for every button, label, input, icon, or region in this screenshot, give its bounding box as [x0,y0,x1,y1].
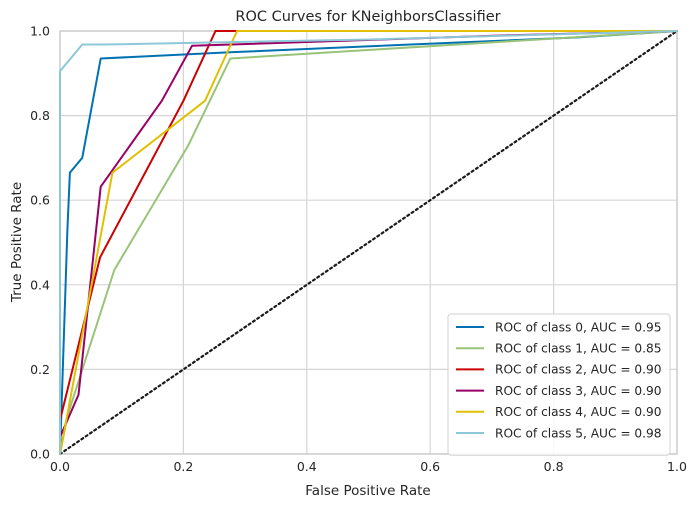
y-tick-label: 0.6 [30,193,50,208]
chart-title: ROC Curves for KNeighborsClassifier [235,9,500,25]
x-tick-label: 0.8 [544,459,564,474]
x-tick-label: 1.0 [667,459,687,474]
y-tick-label: 0.8 [30,108,50,123]
series-line-class-4 [59,30,678,455]
legend-entry-label: ROC of class 3, AUC = 0.90 [495,384,662,398]
chance-diagonal-line [58,29,679,456]
legend-box [447,313,671,456]
y-tick-label: 1.0 [30,24,50,39]
y-axis-label: True Positive Rate [9,182,25,303]
y-tick-label: 0.4 [30,277,50,292]
x-tick-label: 0.6 [420,459,440,474]
x-axis-label: False Positive Rate [305,483,430,499]
legend: ROC of class 0, AUC = 0.95 ROC of class 1… [447,313,671,456]
legend-entry-label: ROC of class 1, AUC = 0.85 [495,342,662,356]
x-tick-label: 0.4 [297,459,317,474]
tick-layer: 0.0 0.2 0.4 0.6 0.8 1.0 0.0 0.2 0.4 0.6 0.8 1.0 [30,24,687,475]
series-line-class-5 [59,30,678,455]
legend-entry-label: ROC of class 4, AUC = 0.90 [495,405,662,419]
y-tick-label: 0.2 [30,362,50,377]
legend-entry-label: ROC of class 0, AUC = 0.95 [495,320,662,334]
legend-entry-label: ROC of class 5, AUC = 0.98 [495,426,662,440]
series-layer [59,30,678,455]
x-tick-label: 0.2 [173,459,193,474]
x-tick-label: 0.0 [50,459,70,474]
reference-layer [58,29,679,456]
legend-entry-label: ROC of class 2, AUC = 0.90 [495,363,662,377]
y-tick-label: 0.0 [30,447,50,462]
